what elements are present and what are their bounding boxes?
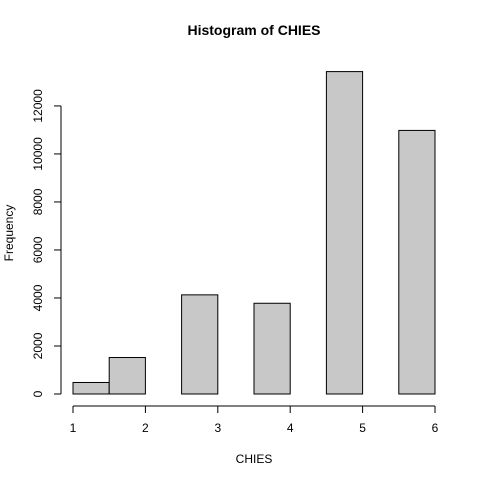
y-axis: 0 2000 4000 6000 8000 10000 12000 [31, 89, 62, 397]
x-axis: 1 2 3 4 5 6 [70, 405, 439, 435]
y-tick-label: 10000 [31, 137, 45, 171]
histogram-bar [253, 302, 291, 395]
x-tick-label: 3 [214, 421, 221, 435]
x-tick-label: 2 [142, 421, 149, 435]
y-axis-label: Frequency [2, 205, 16, 262]
x-tick-label: 4 [287, 421, 294, 435]
x-tick-label: 6 [432, 421, 439, 435]
y-tick-label: 8000 [31, 188, 45, 215]
y-tick-label: 2000 [31, 332, 45, 359]
histogram-bar [181, 294, 219, 395]
x-tick-label: 1 [70, 421, 77, 435]
y-tick-label: 6000 [31, 236, 45, 263]
bars-group [72, 71, 436, 395]
histogram-bar [398, 129, 436, 395]
y-tick-label: 0 [31, 390, 45, 397]
x-axis-label: CHIES [236, 452, 273, 466]
histogram-bar [325, 71, 364, 395]
y-tick-label: 4000 [31, 284, 45, 311]
histogram-bar [72, 381, 110, 395]
chart-title: Histogram of CHIES [187, 22, 320, 38]
y-tick-label: 12000 [31, 89, 45, 123]
histogram-bar [108, 357, 146, 395]
x-tick-label: 5 [359, 421, 366, 435]
